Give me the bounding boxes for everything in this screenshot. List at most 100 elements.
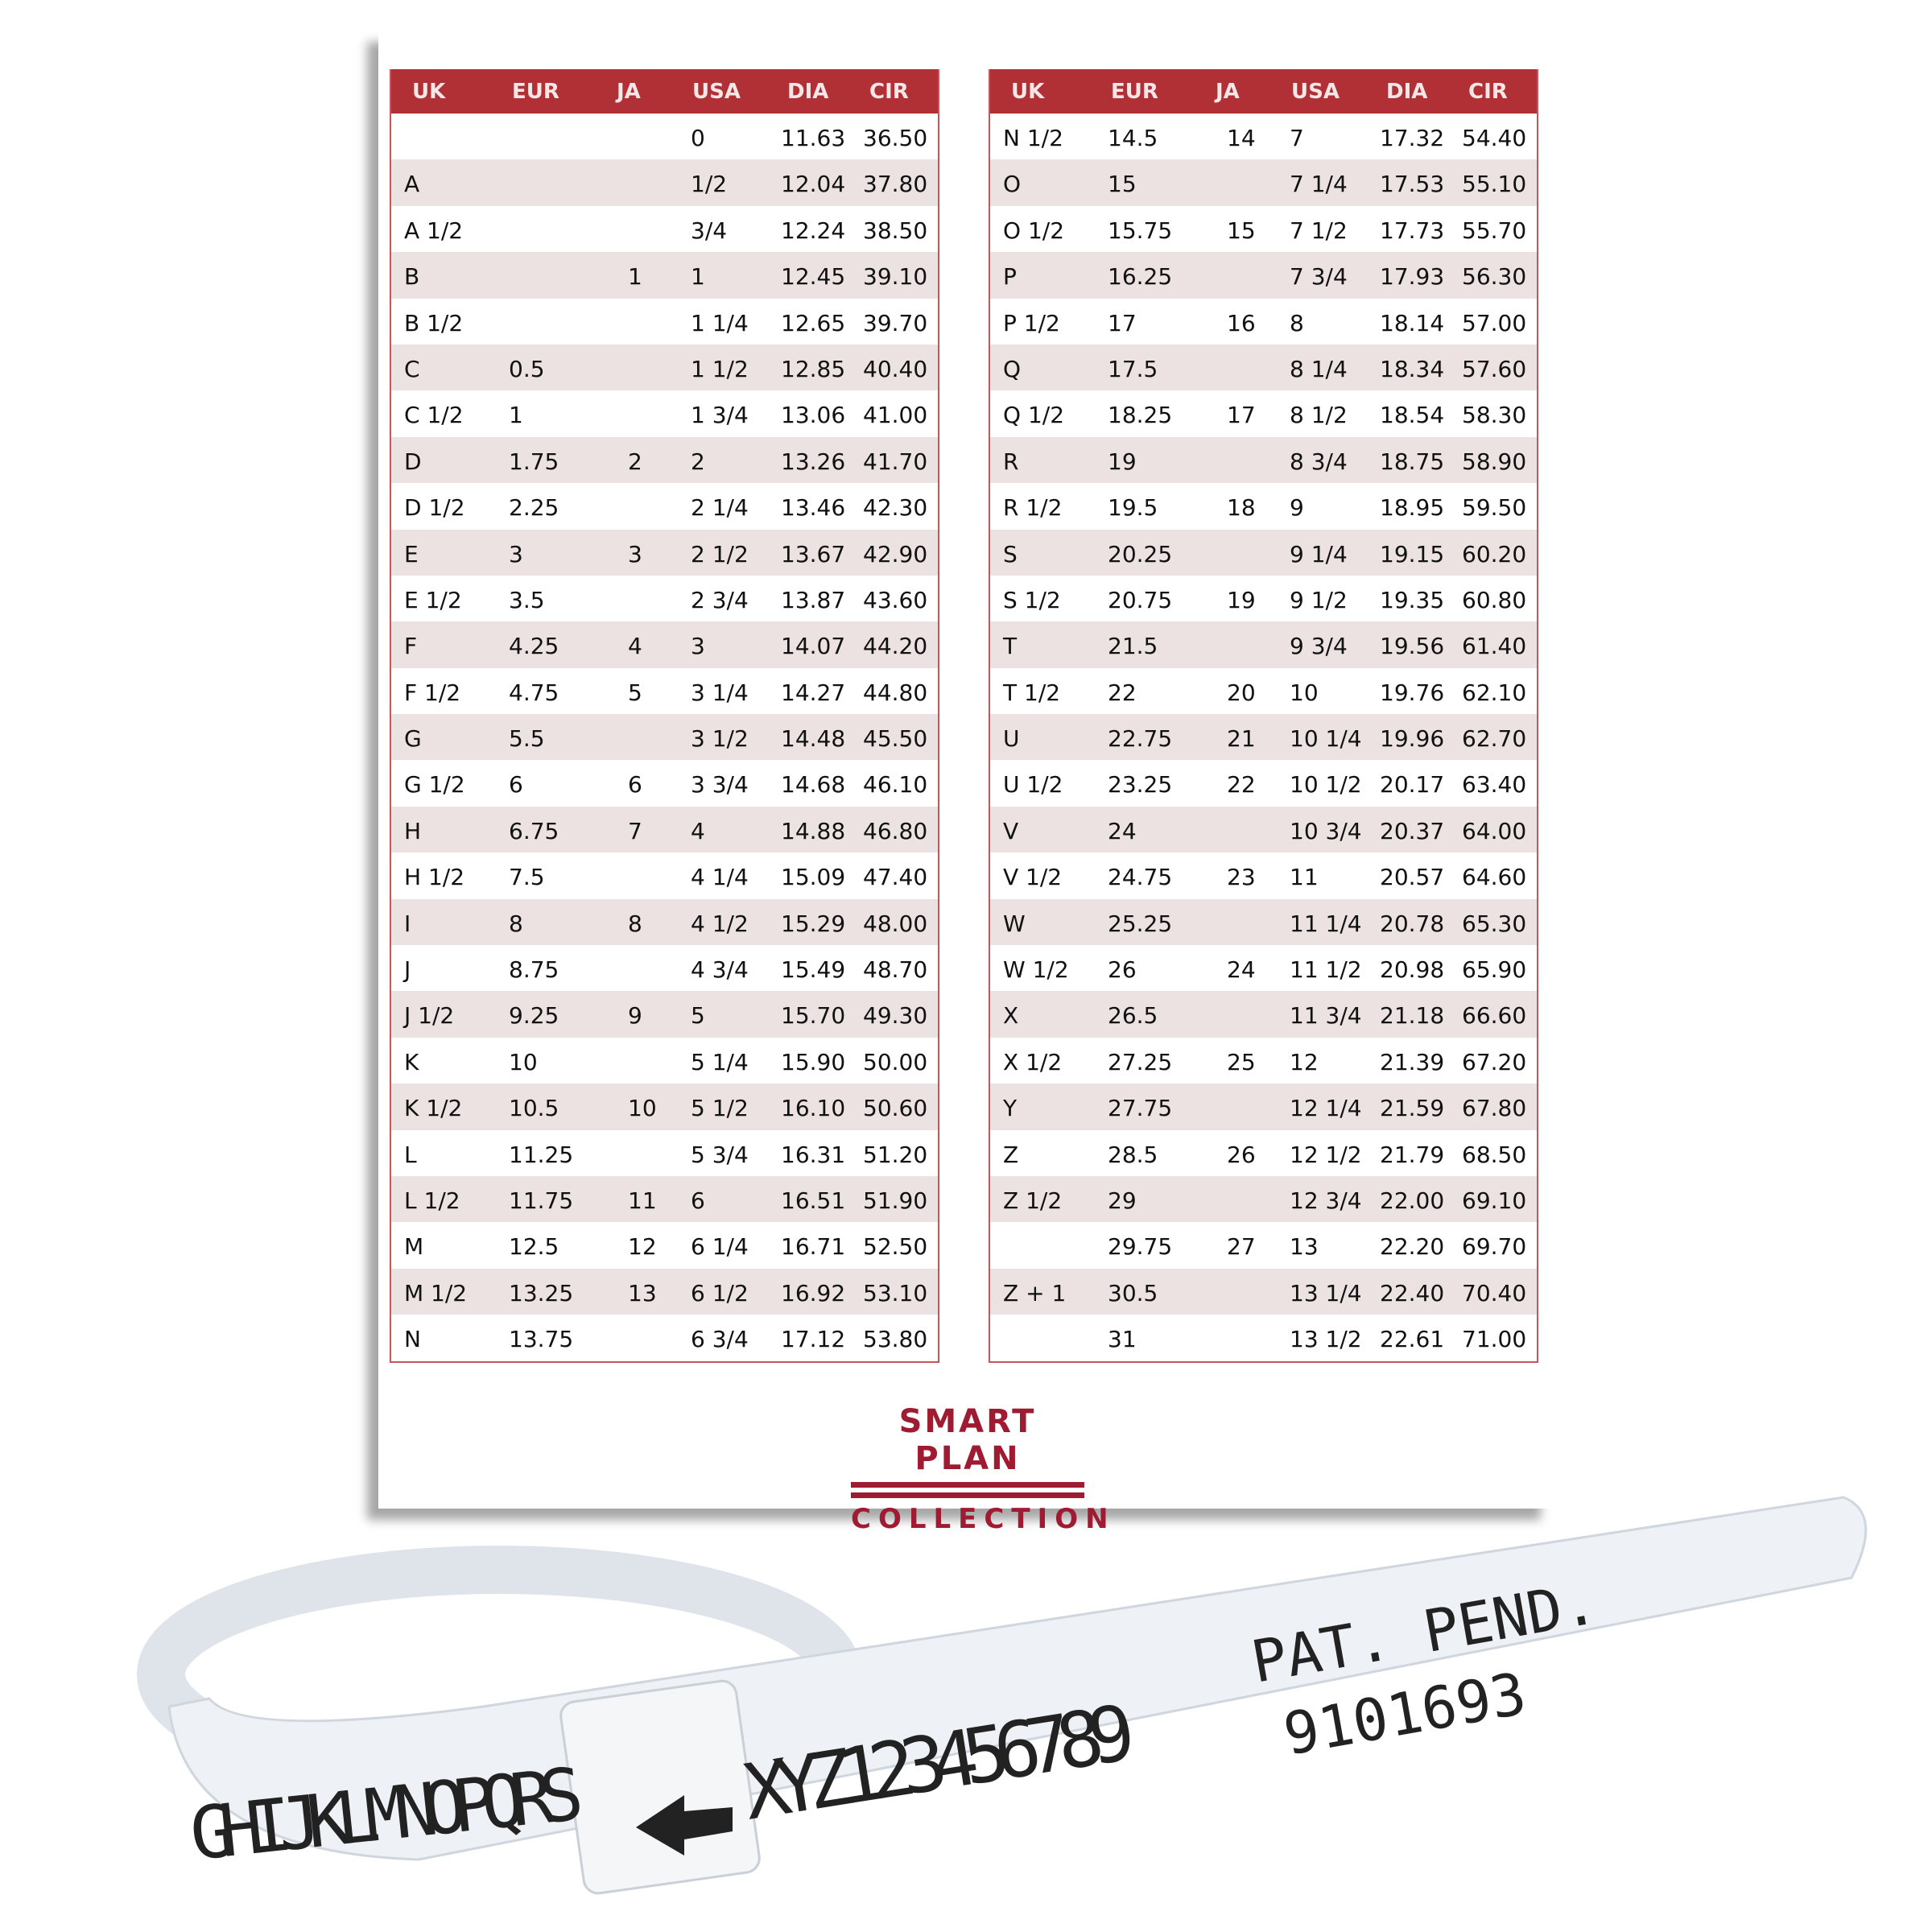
- cell-usa: 1 3/4: [691, 402, 749, 429]
- table-row: 0 11.63 36.50: [391, 114, 938, 159]
- cell-uk: V 1/2: [1003, 864, 1063, 891]
- cell-eur: 13.75: [509, 1326, 574, 1353]
- cell-usa: 13: [1290, 1233, 1319, 1261]
- cell-dia: 22.61: [1380, 1326, 1445, 1353]
- cell-ja: 20: [1227, 679, 1256, 706]
- cell-cir: 70.40: [1462, 1279, 1527, 1307]
- logo-line2: COLLECTION: [851, 1503, 1116, 1535]
- cell-dia: 17.73: [1380, 217, 1445, 244]
- table-row: H 1/2 7.5 4 1/4 15.09 47.40: [391, 852, 938, 898]
- cell-eur: 15.75: [1108, 217, 1173, 244]
- cell-dia: 12.04: [781, 171, 846, 198]
- table-row: P 1/2 17 16 8 18.14 57.00: [990, 299, 1537, 345]
- cell-dia: 14.88: [781, 817, 846, 844]
- cell-ja: 18: [1227, 494, 1256, 522]
- cell-dia: 20.78: [1380, 910, 1445, 937]
- table-row: T 21.5 9 3/4 19.56 61.40: [990, 621, 1537, 668]
- cell-ja: 1: [628, 263, 642, 291]
- column-header-cir: CIR: [1468, 80, 1508, 104]
- cell-cir: 60.20: [1462, 540, 1527, 568]
- cell-uk: R 1/2: [1003, 494, 1063, 522]
- cell-usa: 6 1/4: [691, 1233, 749, 1261]
- cell-cir: 40.40: [863, 355, 928, 382]
- table-row: M 1/2 13.25 13 6 1/2 16.92 53.10: [391, 1268, 938, 1315]
- table-row: D 1/2 2.25 2 1/4 13.46 42.30: [391, 483, 938, 529]
- cell-dia: 11.63: [781, 125, 846, 151]
- cell-ja: 16: [1227, 309, 1256, 336]
- cell-usa: 5: [691, 1002, 705, 1030]
- column-header-usa: USA: [1291, 80, 1340, 104]
- cell-dia: 18.75: [1380, 448, 1445, 475]
- cell-cir: 42.90: [863, 540, 928, 568]
- cell-usa: 11: [1290, 864, 1319, 891]
- cell-dia: 22.40: [1380, 1279, 1445, 1307]
- cell-dia: 21.79: [1380, 1141, 1445, 1168]
- cell-ja: 3: [628, 540, 642, 568]
- table-row: Z + 1 30.5 13 1/4 22.40 70.40: [990, 1268, 1537, 1315]
- logo-line1: SMART PLAN: [898, 1403, 1037, 1477]
- cell-dia: 18.14: [1380, 309, 1445, 336]
- table-row: F 4.25 4 3 14.07 44.20: [391, 621, 938, 668]
- cell-dia: 12.65: [781, 309, 846, 336]
- cell-uk: J 1/2: [404, 1002, 455, 1030]
- cell-dia: 20.17: [1380, 771, 1445, 799]
- cell-dia: 16.31: [781, 1141, 846, 1168]
- cell-dia: 15.29: [781, 910, 846, 937]
- table-row: C 1/2 1 1 3/4 13.06 41.00: [391, 390, 938, 436]
- table-row: O 15 7 1/4 17.53 55.10: [990, 159, 1537, 206]
- cell-dia: 16.71: [781, 1233, 846, 1261]
- cell-eur: 23.25: [1108, 771, 1173, 799]
- cell-eur: 18.25: [1108, 402, 1173, 429]
- cell-uk: S 1/2: [1003, 586, 1061, 613]
- cell-dia: 13.46: [781, 494, 846, 522]
- cell-dia: 17.32: [1380, 125, 1445, 151]
- cell-cir: 41.70: [863, 448, 928, 475]
- cell-uk: Z 1/2: [1003, 1187, 1063, 1214]
- cell-cir: 48.00: [863, 910, 928, 937]
- column-header-usa: USA: [692, 80, 741, 104]
- cell-eur: 10: [509, 1048, 538, 1075]
- cell-usa: 10 1/2: [1290, 771, 1362, 799]
- cell-ja: 27: [1227, 1233, 1256, 1261]
- table-row: G 5.5 3 1/2 14.48 45.50: [391, 714, 938, 761]
- cell-usa: 5 3/4: [691, 1141, 749, 1168]
- cell-cir: 65.30: [1462, 910, 1527, 937]
- table-row: K 10 5 1/4 15.90 50.00: [391, 1038, 938, 1084]
- cell-uk: G: [404, 725, 422, 753]
- cell-usa: 9 1/2: [1290, 586, 1348, 613]
- cell-uk: W 1/2: [1003, 956, 1069, 984]
- cell-ja: 17: [1227, 402, 1256, 429]
- cell-eur: 30.5: [1108, 1279, 1158, 1307]
- cell-usa: 1/2: [691, 171, 728, 198]
- cell-usa: 8 1/2: [1290, 402, 1348, 429]
- column-header-uk: UK: [1011, 80, 1045, 104]
- cell-eur: 25.25: [1108, 910, 1173, 937]
- cell-uk: V: [1003, 817, 1019, 844]
- cell-eur: 0.5: [509, 355, 545, 382]
- cell-eur: 27.75: [1108, 1095, 1173, 1122]
- cell-cir: 58.90: [1462, 448, 1527, 475]
- cell-eur: 9.25: [509, 1002, 559, 1030]
- table-row: N 13.75 6 3/4 17.12 53.80: [391, 1315, 938, 1360]
- cell-uk: Z + 1: [1003, 1279, 1067, 1307]
- cell-cir: 49.30: [863, 1002, 928, 1030]
- cell-uk: R: [1003, 448, 1019, 475]
- cell-uk: H: [404, 817, 422, 844]
- cell-eur: 26.5: [1108, 1002, 1158, 1030]
- column-header-dia: DIA: [787, 80, 829, 104]
- cell-cir: 63.40: [1462, 771, 1527, 799]
- cell-dia: 21.39: [1380, 1048, 1445, 1075]
- size-table-left: UK EUR JA USA DIA CIR 0 11.63 36.50 A 1/2 12.04 37.…: [390, 69, 939, 1363]
- cell-eur: 1: [509, 402, 523, 429]
- cell-eur: 1.75: [509, 448, 559, 475]
- cell-eur: 7.5: [509, 864, 545, 891]
- cell-dia: 19.76: [1380, 679, 1445, 706]
- size-chart-card: UK EUR JA USA DIA CIR 0 11.63 36.50 A 1/2 12.04 37.…: [378, 31, 1552, 1535]
- cell-eur: 26: [1108, 956, 1137, 984]
- cell-uk: C: [404, 355, 420, 382]
- cell-ja: 14: [1227, 125, 1256, 151]
- cell-dia: 15.49: [781, 956, 846, 984]
- cell-uk: U 1/2: [1003, 771, 1063, 799]
- logo-rule: [851, 1482, 1084, 1488]
- cell-uk: E 1/2: [404, 586, 462, 613]
